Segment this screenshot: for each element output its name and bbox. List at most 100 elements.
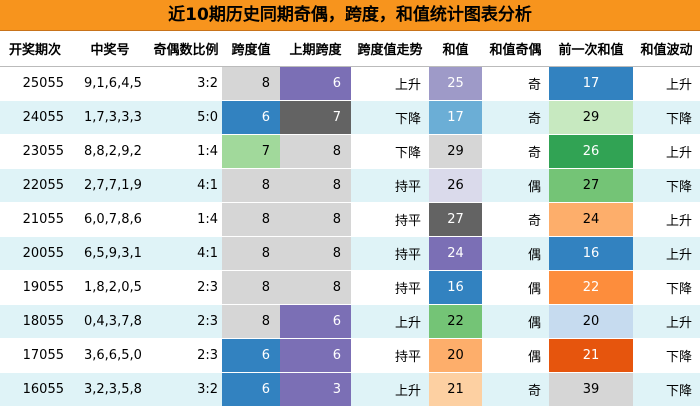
sum-parity-cell: 偶	[482, 338, 549, 373]
table-row: 22055 2,7,7,1,9 4:1 8 8 持平 26 偶 27 下降	[0, 168, 700, 203]
period-cell: 23055	[0, 134, 70, 169]
sum-cell: 20	[429, 338, 482, 373]
header-ratio: 奇偶数比例	[150, 31, 222, 67]
span-trend-cell: 下降	[351, 134, 429, 169]
span-trend-cell: 持平	[351, 202, 429, 237]
header-span: 跨度值	[222, 31, 280, 67]
numbers-cell: 1,7,3,3,3	[70, 100, 150, 135]
table-row: 21055 6,0,7,8,6 1:4 8 8 持平 27 奇 24 上升	[0, 202, 700, 237]
prev-span-cell: 3	[280, 372, 351, 407]
numbers-cell: 6,0,7,8,6	[70, 202, 150, 237]
span-cell: 8	[222, 270, 280, 305]
prev-sum-cell: 17	[549, 66, 633, 101]
prev-span-cell: 6	[280, 66, 351, 101]
sum-parity-cell: 偶	[482, 270, 549, 305]
numbers-cell: 9,1,6,4,5	[70, 66, 150, 101]
sum-cell: 27	[429, 202, 482, 237]
ratio-cell: 1:4	[150, 202, 222, 237]
period-cell: 24055	[0, 100, 70, 135]
sum-trend-cell: 下降	[633, 372, 700, 407]
span-trend-cell: 持平	[351, 338, 429, 373]
period-cell: 20055	[0, 236, 70, 271]
period-cell: 22055	[0, 168, 70, 203]
prev-span-cell: 8	[280, 202, 351, 237]
span-trend-cell: 持平	[351, 236, 429, 271]
numbers-cell: 2,7,7,1,9	[70, 168, 150, 203]
sum-trend-cell: 下降	[633, 270, 700, 305]
table-row: 17055 3,6,6,5,0 2:3 6 6 持平 20 偶 21 下降	[0, 338, 700, 373]
sum-parity-cell: 奇	[482, 134, 549, 169]
header-prev-sum: 前一次和值	[549, 31, 633, 67]
numbers-cell: 3,2,3,5,8	[70, 372, 150, 407]
sum-cell: 29	[429, 134, 482, 169]
table-row: 23055 8,8,2,9,2 1:4 7 8 下降 29 奇 26 上升	[0, 134, 700, 169]
prev-sum-cell: 21	[549, 338, 633, 373]
span-trend-cell: 持平	[351, 270, 429, 305]
header-sum-trend: 和值波动	[633, 31, 700, 67]
period-cell: 25055	[0, 66, 70, 101]
prev-span-cell: 8	[280, 270, 351, 305]
span-cell: 8	[222, 236, 280, 271]
header-span-trend: 跨度值走势	[351, 31, 429, 67]
sum-cell: 16	[429, 270, 482, 305]
ratio-cell: 4:1	[150, 168, 222, 203]
span-trend-cell: 持平	[351, 168, 429, 203]
sum-cell: 21	[429, 372, 482, 407]
ratio-cell: 2:3	[150, 270, 222, 305]
header-numbers: 中奖号	[70, 31, 150, 67]
sum-trend-cell: 下降	[633, 100, 700, 135]
span-trend-cell: 上升	[351, 66, 429, 101]
sum-cell: 22	[429, 304, 482, 339]
numbers-cell: 1,8,2,0,5	[70, 270, 150, 305]
table-row: 24055 1,7,3,3,3 5:0 6 7 下降 17 奇 29 下降	[0, 100, 700, 135]
period-cell: 19055	[0, 270, 70, 305]
numbers-cell: 0,4,3,7,8	[70, 304, 150, 339]
sum-trend-cell: 上升	[633, 66, 700, 101]
span-trend-cell: 下降	[351, 100, 429, 135]
sum-trend-cell: 上升	[633, 202, 700, 237]
ratio-cell: 4:1	[150, 236, 222, 271]
ratio-cell: 1:4	[150, 134, 222, 169]
sum-cell: 17	[429, 100, 482, 135]
ratio-cell: 3:2	[150, 372, 222, 407]
prev-sum-cell: 16	[549, 236, 633, 271]
span-cell: 8	[222, 202, 280, 237]
sum-parity-cell: 偶	[482, 236, 549, 271]
stats-table: 开奖期次 中奖号 奇偶数比例 跨度值 上期跨度 跨度值走势 和值 和值奇偶 前一…	[0, 31, 700, 407]
header-sum-parity: 和值奇偶	[482, 31, 549, 67]
table-row: 19055 1,8,2,0,5 2:3 8 8 持平 16 偶 22 下降	[0, 270, 700, 305]
prev-sum-cell: 20	[549, 304, 633, 339]
span-trend-cell: 上升	[351, 372, 429, 407]
sum-trend-cell: 下降	[633, 168, 700, 203]
table-row: 18055 0,4,3,7,8 2:3 8 6 上升 22 偶 20 上升	[0, 304, 700, 339]
ratio-cell: 3:2	[150, 66, 222, 101]
sum-parity-cell: 偶	[482, 168, 549, 203]
ratio-cell: 2:3	[150, 304, 222, 339]
period-cell: 16055	[0, 372, 70, 407]
prev-span-cell: 7	[280, 100, 351, 135]
numbers-cell: 3,6,6,5,0	[70, 338, 150, 373]
sum-cell: 24	[429, 236, 482, 271]
header-sum: 和值	[429, 31, 482, 67]
sum-parity-cell: 奇	[482, 100, 549, 135]
period-cell: 17055	[0, 338, 70, 373]
prev-span-cell: 8	[280, 168, 351, 203]
numbers-cell: 8,8,2,9,2	[70, 134, 150, 169]
period-cell: 18055	[0, 304, 70, 339]
span-cell: 6	[222, 100, 280, 135]
prev-sum-cell: 24	[549, 202, 633, 237]
sum-cell: 26	[429, 168, 482, 203]
sum-cell: 25	[429, 66, 482, 101]
table-row: 25055 9,1,6,4,5 3:2 8 6 上升 25 奇 17 上升	[0, 66, 700, 101]
period-cell: 21055	[0, 202, 70, 237]
prev-span-cell: 8	[280, 134, 351, 169]
header-prev-span: 上期跨度	[280, 31, 351, 67]
prev-span-cell: 8	[280, 236, 351, 271]
prev-sum-cell: 29	[549, 100, 633, 135]
span-trend-cell: 上升	[351, 304, 429, 339]
prev-sum-cell: 26	[549, 134, 633, 169]
prev-span-cell: 6	[280, 304, 351, 339]
sum-parity-cell: 奇	[482, 66, 549, 101]
chart-title: 近10期历史同期奇偶，跨度，和值统计图表分析	[0, 0, 700, 31]
span-cell: 8	[222, 66, 280, 101]
